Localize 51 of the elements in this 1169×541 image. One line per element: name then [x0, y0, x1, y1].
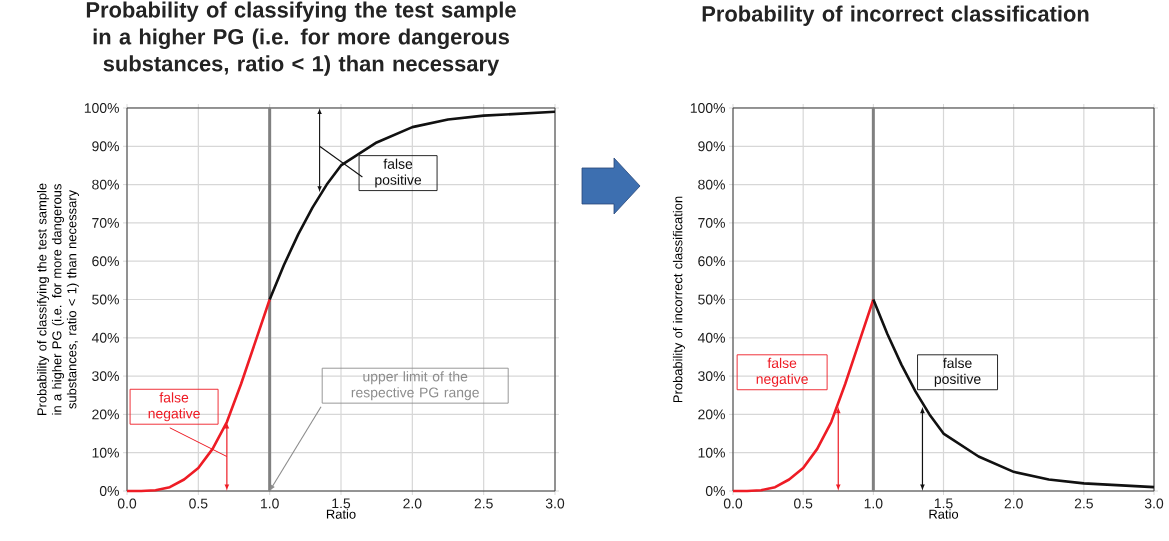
annotation: false negative	[756, 357, 808, 387]
x-axis-title: Ratio	[326, 509, 356, 519]
y-tick-label: 0%	[705, 486, 725, 496]
y-tick-label: 40%	[697, 332, 725, 343]
y-tick-label: 50%	[698, 294, 725, 305]
x-tick-label: 2.5	[1074, 498, 1093, 509]
x-tick-label: 2.5	[474, 498, 493, 509]
x-axis-title: Ratio	[929, 509, 959, 519]
y-tick-label: 100%	[690, 103, 725, 113]
x-tick-label: 3.0	[1144, 498, 1164, 509]
y-tick-label: 30%	[698, 371, 725, 382]
x-tick-label: 1.5	[332, 498, 351, 509]
y-tick-label: 40%	[91, 332, 119, 343]
y-tick-label: 100%	[84, 103, 119, 113]
x-tick-label: 0.5	[189, 498, 208, 509]
y-tick-label: 60%	[92, 256, 119, 267]
x-tick-label: 0.0	[723, 498, 743, 509]
line-series	[125, 298, 271, 493]
y-tick-label: 20%	[92, 409, 119, 420]
y-tick-label: 10%	[698, 447, 725, 458]
x-tick-label: 1.5	[934, 498, 953, 509]
y-tick-label: 70%	[92, 217, 119, 228]
x-tick-label: 1.0	[864, 498, 883, 509]
y-tick-label: 70%	[698, 217, 725, 228]
y-tick-label: 10%	[92, 447, 119, 458]
y-axis-title: Probability of classifying the test sample in a higher PG (i.e. for more dangerous substances, ratio < 1) than necessary	[37, 183, 79, 416]
y-tick-label: 80%	[92, 179, 119, 190]
line-series	[872, 298, 1156, 489]
annotation: false positive	[934, 357, 981, 387]
x-tick-label: 0.5	[794, 498, 813, 509]
annotation: false positive	[375, 158, 422, 188]
chart-title: Probability of classifying the test sample in a higher PG (i.e. for more dangerous substances, ratio < 1) than necessary	[86, 1, 516, 76]
y-tick-label: 60%	[698, 256, 725, 267]
y-tick-label: 0%	[99, 486, 119, 496]
y-tick-label: 80%	[698, 179, 725, 190]
y-tick-label: 20%	[698, 409, 725, 420]
annotation: upper limit of the respective PG range	[351, 371, 479, 401]
y-tick-label: 30%	[92, 371, 119, 382]
y-axis-title: Probability of incorrect classification	[672, 196, 685, 403]
line-series	[731, 298, 875, 493]
y-tick-label: 50%	[92, 294, 119, 305]
x-tick-label: 3.0	[545, 498, 565, 509]
x-tick-label: 0.0	[117, 498, 137, 509]
x-tick-label: 1.0	[261, 498, 279, 509]
annotation: false negative	[148, 392, 200, 422]
x-tick-label: 2.0	[403, 498, 422, 509]
x-tick-label: 2.0	[1004, 498, 1023, 509]
y-tick-label: 90%	[92, 141, 119, 152]
line-series	[268, 110, 557, 301]
y-tick-label: 90%	[698, 141, 725, 152]
chart-title: Probability of incorrect classification	[702, 5, 1089, 26]
